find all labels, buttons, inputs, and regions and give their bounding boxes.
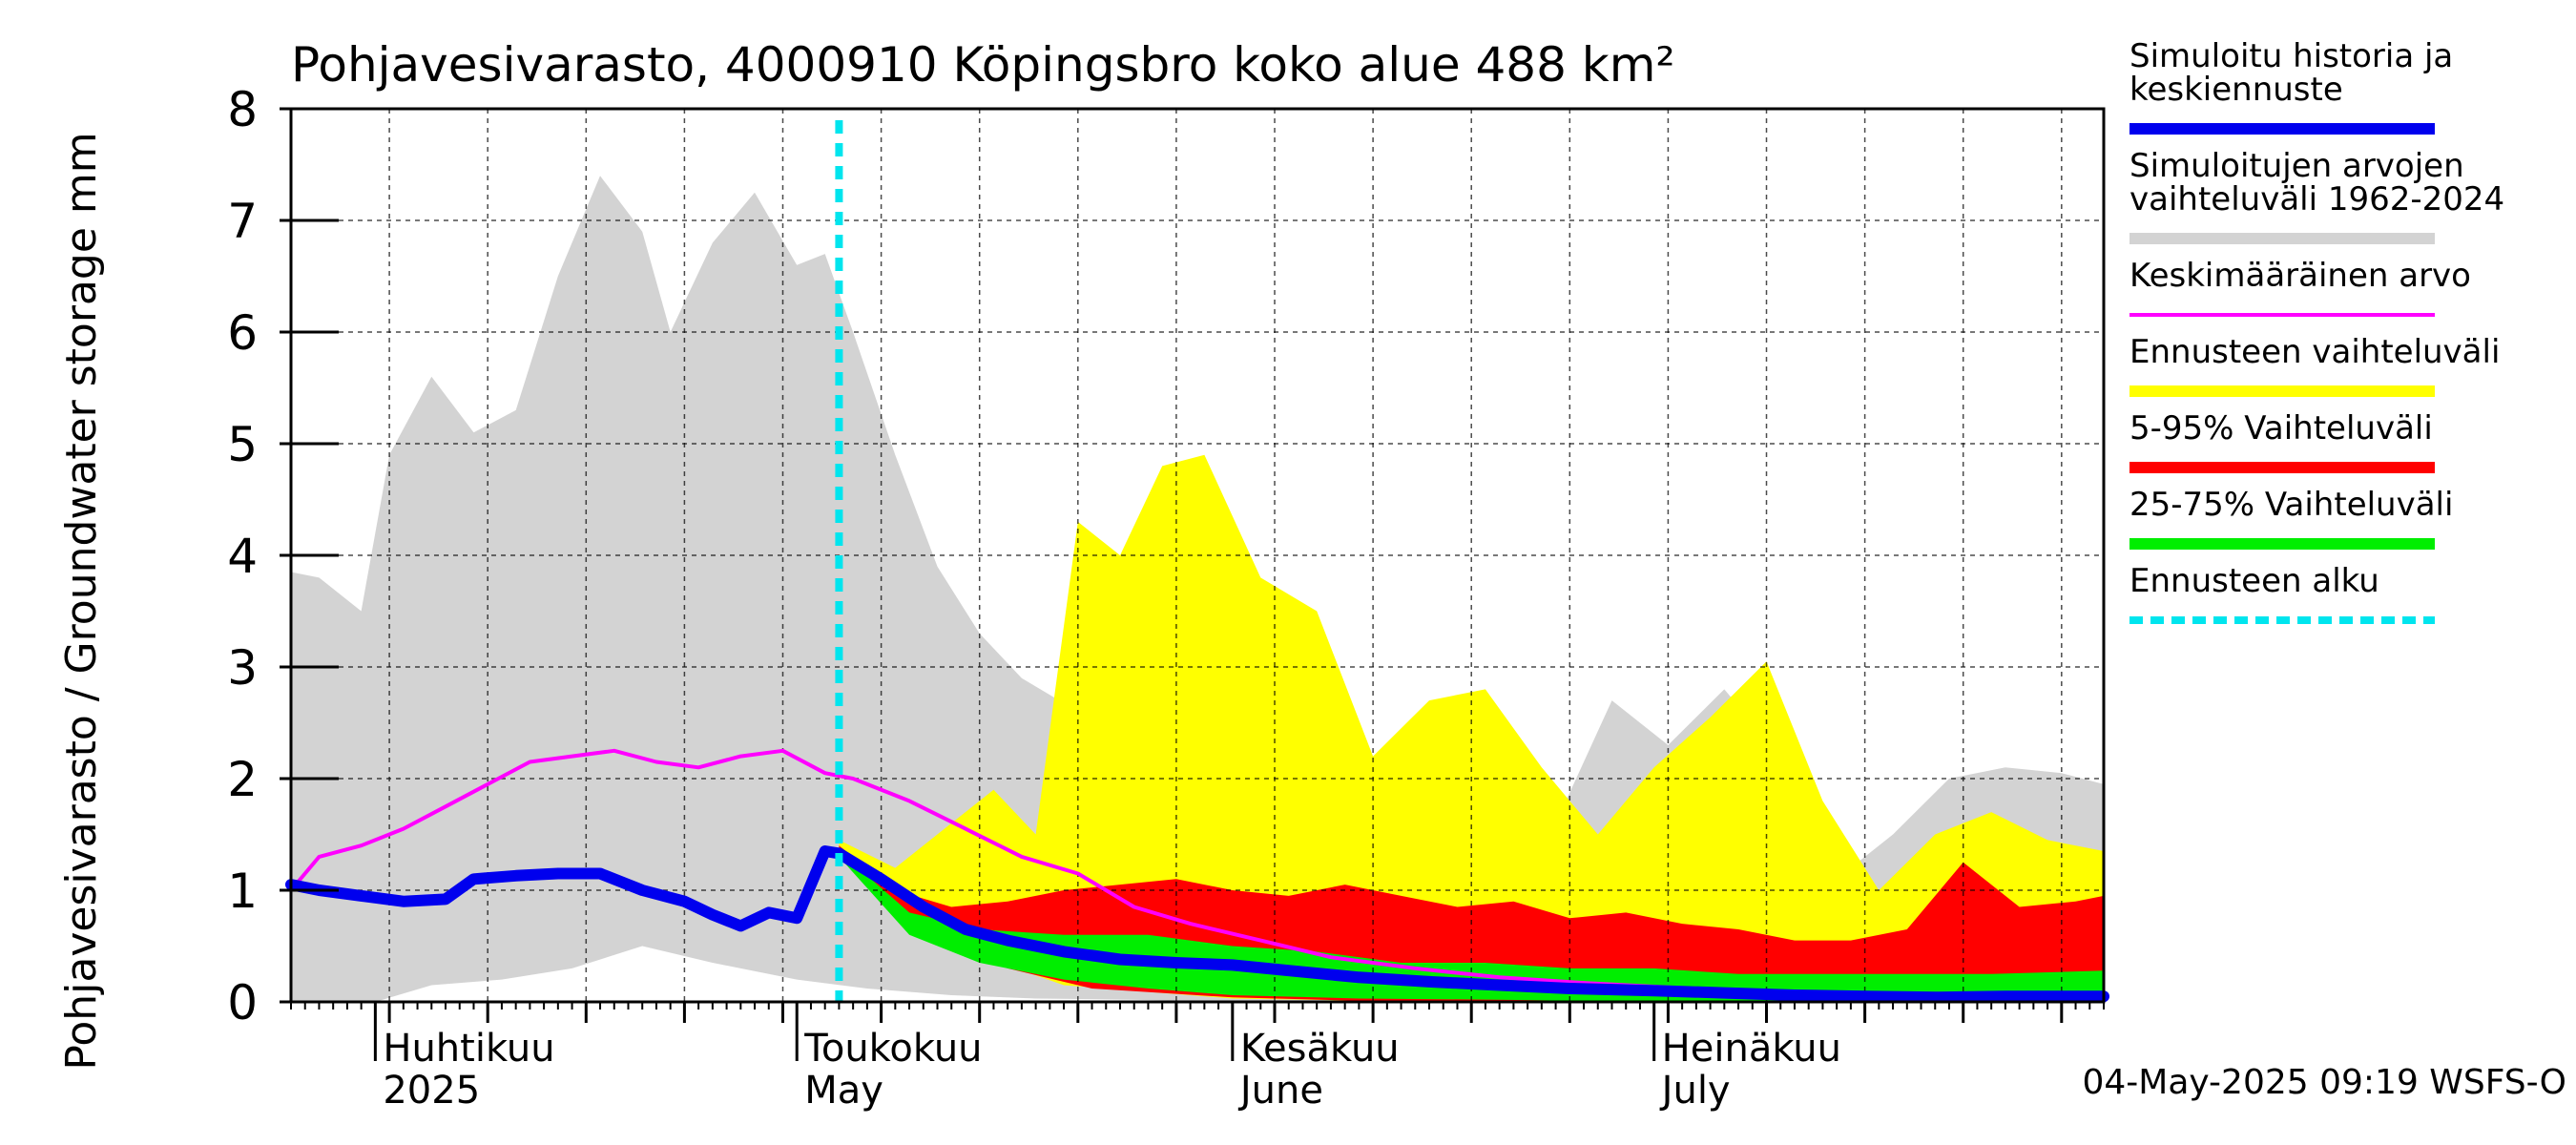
x-month-sublabel: 2025	[383, 1069, 480, 1113]
axes: 012345678Huhtikuu2025ToukokuuMayKesäkuuJ…	[227, 82, 2106, 1113]
y-tick-label: 0	[227, 975, 258, 1030]
y-tick-label: 1	[227, 864, 258, 919]
legend-label: Ennusteen vaihteluväli	[2129, 333, 2500, 371]
x-month-label: Huhtikuu	[383, 1027, 554, 1071]
x-month-label: Toukokuu	[803, 1027, 982, 1071]
x-month-sublabel: June	[1237, 1069, 1323, 1113]
legend-label: Simuloitujen arvojen	[2129, 147, 2464, 185]
footer-timestamp: 04-May-2025 09:19 WSFS-O	[2082, 1063, 2566, 1102]
y-tick-label: 3	[227, 640, 258, 696]
legend-label: Keskimääräinen arvo	[2129, 257, 2471, 295]
median-forecast-line	[833, 847, 2109, 1004]
y-tick-label: 7	[227, 194, 258, 249]
x-month-sublabel: May	[804, 1069, 883, 1113]
y-tick-label: 6	[227, 305, 258, 361]
forecast-range-band	[839, 454, 2104, 1002]
y-tick-label: 2	[227, 752, 258, 807]
x-month-label: Kesäkuu	[1240, 1027, 1400, 1071]
series-lines	[285, 120, 2109, 1004]
legend-label: 25-75% Vaihteluväli	[2129, 486, 2453, 524]
legend-label: 5-95% Vaihteluväli	[2129, 409, 2433, 448]
x-month-sublabel: July	[1659, 1069, 1731, 1113]
chart-title: Pohjavesivarasto, 4000910 Köpingsbro kok…	[291, 37, 1675, 93]
legend-label: Ennusteen alku	[2129, 562, 2379, 600]
history-line	[285, 845, 845, 932]
legend-label: Simuloitu historia ja	[2129, 37, 2453, 75]
legend-label: keskiennuste	[2129, 71, 2343, 109]
y-tick-label: 4	[227, 529, 258, 584]
y-tick-label: 5	[227, 417, 258, 472]
legend-label: vaihteluväli 1962-2024	[2129, 180, 2504, 219]
x-month-label: Heinäkuu	[1662, 1027, 1841, 1071]
grid-lines	[291, 109, 2104, 1002]
y-tick-label: 8	[227, 82, 258, 137]
y-axis-label: Pohjavesivarasto / Groundwater storage m…	[57, 132, 106, 1070]
